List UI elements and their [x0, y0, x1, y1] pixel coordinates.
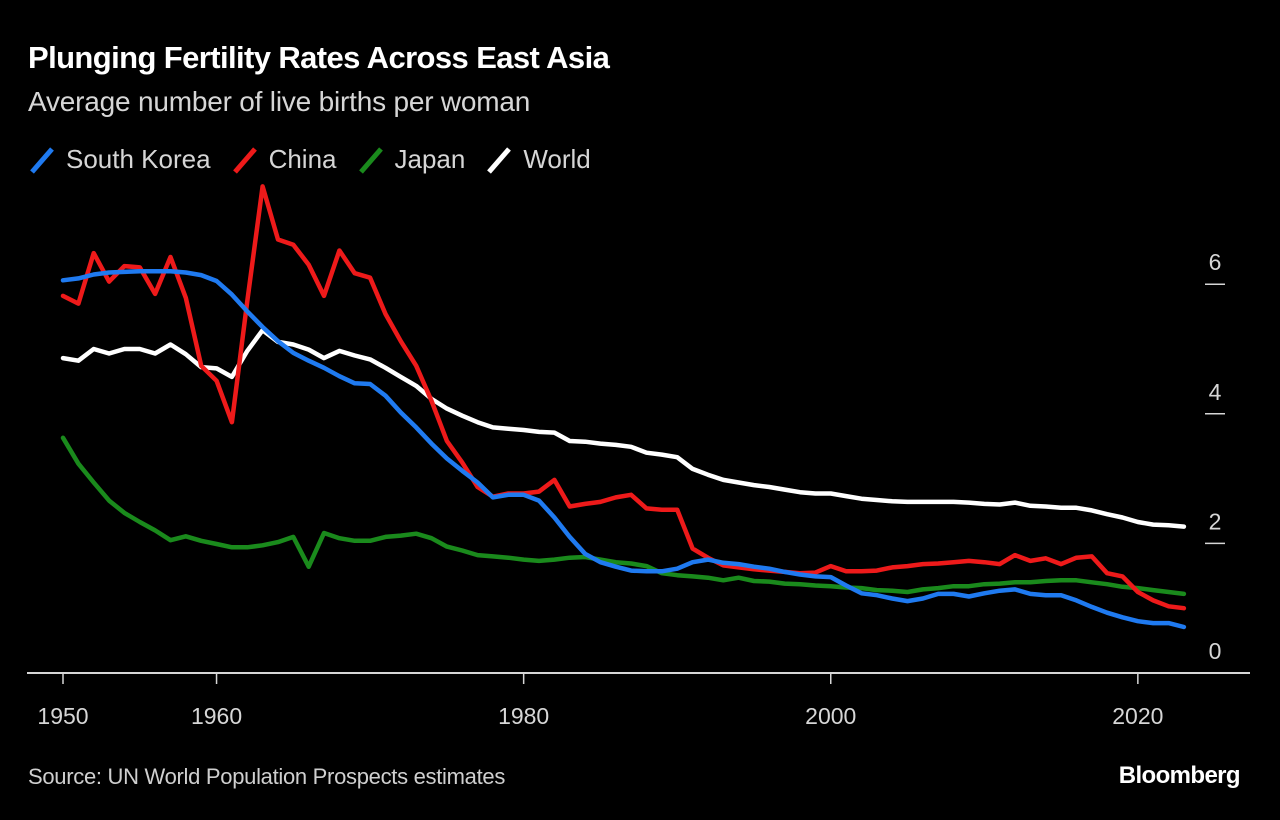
x-tick-label-2020: 2020 [1112, 703, 1163, 729]
chart-subtitle: Average number of live births per woman [28, 86, 531, 117]
legend-item-south-korea: South Korea [28, 144, 211, 175]
legend-swatch-south-korea [30, 146, 54, 174]
legend-item-japan: Japan [357, 144, 466, 175]
legend-item-world: World [485, 144, 591, 175]
legend-label-japan: Japan [394, 144, 466, 174]
series-line-japan [60, 435, 1187, 597]
legend-label-world: World [523, 144, 591, 174]
x-axis: 1950 1960 1980 2000 2020 [27, 672, 1250, 729]
y-tick-label-6: 6 [1209, 249, 1222, 275]
legend-swatch-china [232, 146, 257, 174]
x-tick-label-1980: 1980 [498, 703, 549, 729]
legend-item-china: China [231, 144, 337, 175]
legend: South Korea China Japan World [28, 144, 611, 175]
legend-label-south-korea: South Korea [66, 144, 211, 174]
y-axis: 0 2 4 6 [1205, 249, 1225, 664]
y-tick-label-4: 4 [1209, 379, 1222, 405]
legend-label-china: China [268, 144, 337, 174]
series-line-china [60, 184, 1187, 611]
chart-title: Plunging Fertility Rates Across East Asi… [28, 40, 610, 75]
series-line-world [60, 327, 1187, 529]
x-tick-label-2000: 2000 [805, 703, 856, 729]
source-note: Source: UN World Population Prospects es… [28, 764, 506, 789]
bloomberg-logo: Bloomberg [1118, 762, 1241, 789]
x-tick-label-1950: 1950 [37, 703, 88, 729]
y-tick-label-0: 0 [1209, 638, 1222, 664]
series-layer [60, 184, 1187, 630]
y-tick-label-2: 2 [1209, 508, 1222, 534]
series-line-south-korea [60, 268, 1187, 630]
legend-swatch-world [487, 146, 512, 174]
x-tick-label-1960: 1960 [191, 703, 242, 729]
legend-swatch-japan [358, 146, 383, 174]
